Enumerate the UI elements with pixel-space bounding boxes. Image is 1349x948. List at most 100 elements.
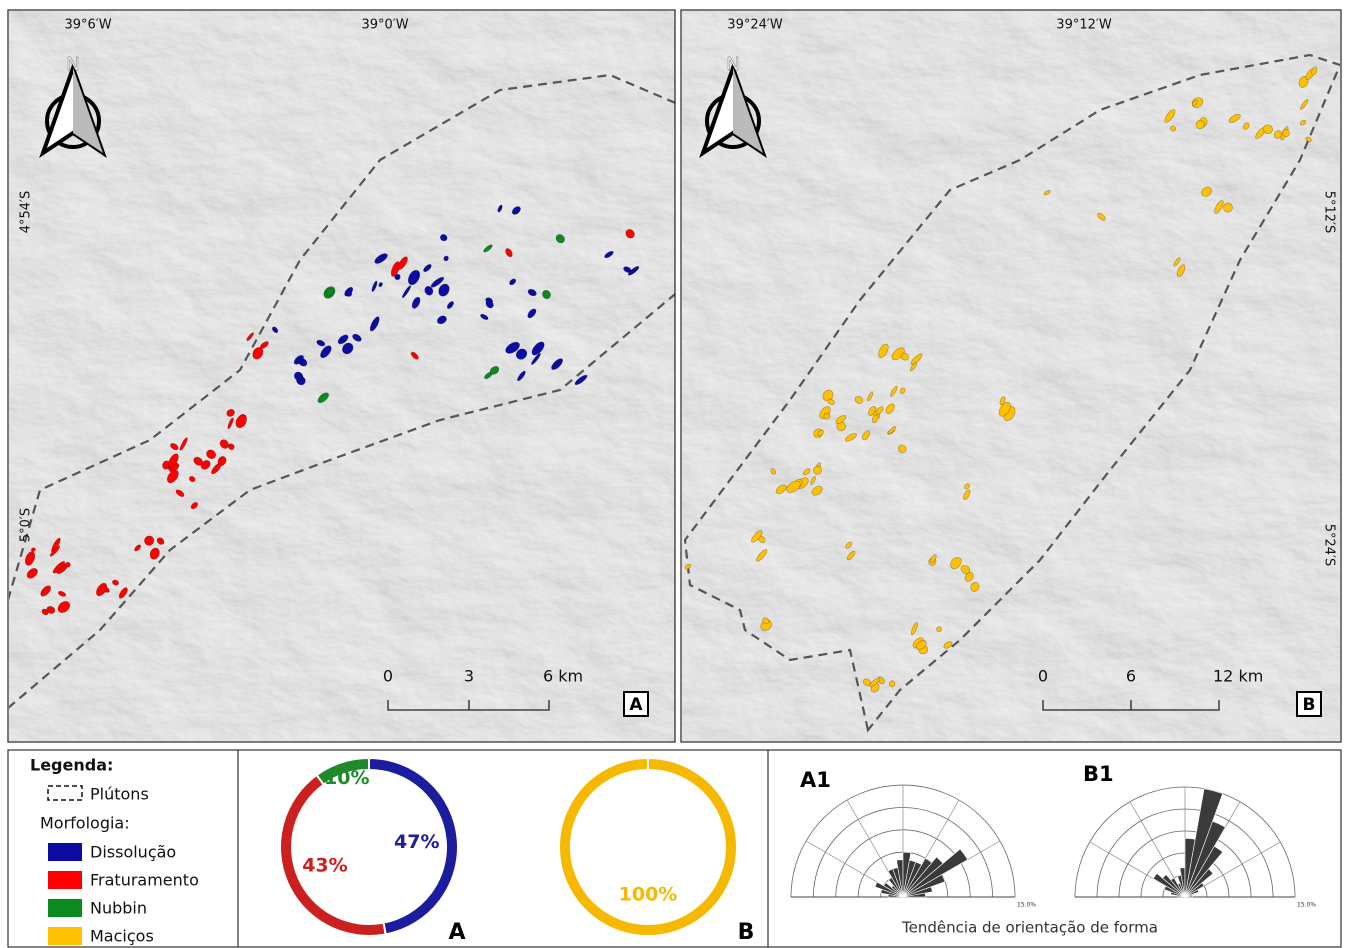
morphology-unit — [505, 341, 520, 354]
scale-label: 6 km — [543, 667, 583, 686]
morphology-unit — [410, 351, 419, 360]
morphology-unit — [802, 468, 811, 476]
pluton-outline — [683, 53, 1340, 733]
morphology-unit — [57, 601, 71, 613]
morphology-unit — [1242, 122, 1250, 130]
morphology-unit — [424, 285, 434, 296]
rose-petal — [1184, 788, 1224, 898]
morphology-unit — [1043, 190, 1051, 196]
morphology-unit — [316, 339, 326, 347]
morphology-unit — [144, 535, 155, 546]
morphology-unit — [775, 484, 787, 495]
morphology-unit — [294, 371, 304, 381]
scale-label: 12 km — [1213, 667, 1263, 686]
morphology-unit — [51, 537, 61, 553]
morphology-unit — [916, 640, 927, 650]
legend-swatch — [48, 843, 82, 861]
legend-swatch — [48, 927, 82, 945]
hillshade — [682, 11, 1340, 741]
donut-segment — [557, 756, 738, 937]
morphology-unit — [179, 437, 188, 451]
morphology-unit — [515, 348, 528, 360]
hillshade — [9, 11, 675, 741]
panel-box — [1296, 691, 1322, 717]
morphology-unit — [1305, 136, 1312, 143]
morphology-unit — [188, 476, 196, 483]
morphology-unit — [57, 590, 67, 597]
rose-petal — [902, 848, 969, 898]
morphology-unit — [950, 556, 962, 570]
morphology-unit — [910, 622, 918, 636]
rose-petal — [883, 882, 904, 898]
morphology-unit — [963, 489, 971, 501]
morphology-unit — [96, 582, 108, 597]
pluton-symbol — [47, 785, 83, 801]
legend-label: Nubbin — [90, 899, 147, 918]
morphology-unit — [1311, 66, 1318, 76]
morphology-unit — [964, 572, 974, 582]
morphology-unit — [1282, 129, 1290, 137]
morphology-unit — [822, 389, 834, 402]
chart-title: A — [448, 920, 465, 945]
latitude-label: 5°12′S — [1322, 191, 1337, 234]
morphology-unit — [118, 587, 128, 599]
morphology-unit — [878, 343, 889, 359]
value-label: 10% — [324, 767, 369, 789]
longitude-label: 39°0′W — [361, 18, 408, 33]
rose-petal — [1170, 877, 1186, 898]
morphology-unit — [170, 443, 179, 451]
morphology-unit — [31, 547, 36, 552]
morphology-unit — [411, 296, 421, 309]
morphology-unit — [998, 401, 1011, 417]
bottom-frame — [7, 749, 1342, 948]
morphology-unit — [317, 392, 329, 404]
morphology-unit — [910, 353, 923, 365]
scale-bar — [387, 700, 550, 711]
morphology-unit — [897, 444, 907, 454]
morphology-unit — [374, 253, 388, 264]
morphology-unit — [1273, 130, 1283, 139]
morphology-unit — [517, 370, 526, 382]
morphology-unit — [235, 414, 247, 428]
morphology-unit — [219, 439, 229, 449]
morphology-unit — [41, 608, 49, 616]
morphology-unit — [49, 545, 61, 557]
morphology-unit — [337, 334, 349, 345]
morphology-unit — [844, 433, 857, 442]
chart-title: B1 — [1083, 762, 1114, 786]
morphology-unit — [823, 412, 831, 420]
morphology-unit — [397, 256, 408, 270]
legend-swatch — [48, 871, 82, 889]
rose-petal — [1184, 820, 1226, 898]
rose-petal — [1152, 873, 1186, 898]
morphology-unit — [52, 561, 66, 574]
morphology-unit — [430, 276, 445, 288]
latitude-label: 4°54′S — [19, 191, 34, 234]
morphology-unit — [149, 547, 160, 560]
morphology-unit — [1263, 124, 1273, 135]
morphology-unit — [875, 406, 884, 415]
morphology-unit — [836, 421, 846, 432]
legend-label: Maciços — [90, 927, 154, 946]
morphology-unit — [899, 387, 906, 394]
scale-label: 3 — [464, 667, 474, 686]
legend-swatch — [48, 899, 82, 917]
morphology-unit — [555, 234, 565, 244]
north-label: N — [726, 54, 739, 75]
morphology-unit — [497, 204, 503, 213]
morphology-units — [24, 204, 640, 616]
longitude-label: 39°24′W — [727, 18, 783, 33]
morphology-unit — [845, 541, 853, 549]
morphology-unit — [574, 374, 588, 386]
morphology-unit — [423, 264, 432, 273]
morphology-unit — [964, 483, 970, 490]
donut-segment — [315, 756, 370, 787]
morphology-unit — [175, 489, 185, 497]
north-label: N — [66, 54, 79, 75]
morphology-unit — [46, 606, 56, 614]
morphology-unit — [827, 398, 835, 405]
ring-label: 15.0% — [1297, 902, 1316, 909]
rose-petal — [1162, 874, 1186, 898]
morphology-unit — [1201, 186, 1212, 197]
scale-bar — [1042, 700, 1220, 711]
